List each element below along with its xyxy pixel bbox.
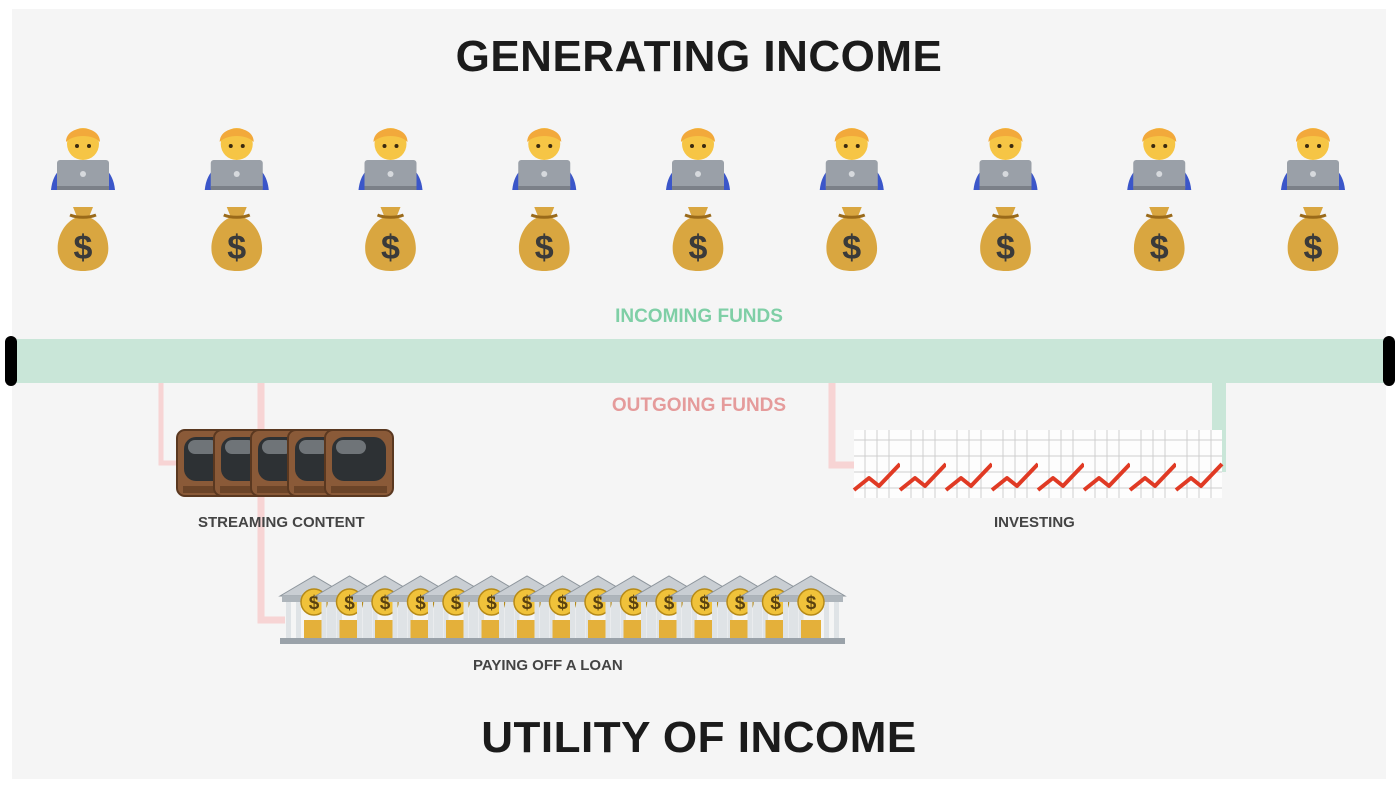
technologist-icon	[204, 128, 269, 190]
technologist-icon	[819, 128, 884, 190]
technologist-icon	[51, 128, 115, 190]
money-bag-icon	[671, 205, 725, 273]
money-bag-icon	[517, 205, 572, 273]
incoming-funds-label: INCOMING FUNDS	[615, 306, 783, 327]
chart-increasing-icon	[1082, 428, 1132, 500]
money-bag-icon	[978, 205, 1033, 273]
chart-increasing-icon	[1036, 428, 1086, 500]
technologist-icon	[1281, 128, 1345, 190]
technologist-icon	[512, 128, 577, 190]
technologist-icon	[358, 128, 423, 190]
chart-increasing-icon	[1128, 428, 1178, 500]
money-bag-icon	[363, 205, 418, 273]
money-bag-icon	[1286, 205, 1340, 273]
loan-icons	[279, 575, 846, 645]
investing-label: INVESTING	[994, 514, 1075, 531]
chart-increasing-icon	[1174, 428, 1224, 500]
money-bag-icon	[56, 205, 110, 273]
money-bag-icon	[1132, 205, 1187, 273]
generating-income-title: GENERATING INCOME	[455, 32, 943, 81]
chart-increasing-icon	[852, 428, 902, 500]
streaming-connector	[158, 383, 180, 466]
chart-increasing-icon	[944, 428, 994, 500]
technologist-icon	[973, 128, 1038, 190]
investing-out-connector	[828, 383, 855, 469]
streaming-icons	[176, 429, 394, 497]
earners-group	[51, 128, 1345, 273]
technologist-icon	[666, 128, 730, 190]
technologist-icon	[1127, 128, 1192, 190]
utility-of-income-title: UTILITY OF INCOME	[481, 713, 917, 762]
incoming-funds-band	[12, 339, 1386, 383]
paying-off-loan-label: PAYING OFF A LOAN	[473, 657, 623, 674]
chart-increasing-icon	[990, 428, 1040, 500]
money-bag-icon	[209, 205, 264, 273]
money-bag-icon	[824, 205, 879, 273]
television-icon	[324, 429, 394, 497]
investing-icons	[852, 428, 1224, 500]
outgoing-funds-label: OUTGOING FUNDS	[611, 395, 787, 416]
band-right-cap	[1383, 336, 1395, 386]
loan-connector	[257, 383, 285, 624]
band-left-cap	[5, 336, 17, 386]
chart-increasing-icon	[898, 428, 948, 500]
streaming-content-label: STREAMING CONTENT	[198, 514, 365, 531]
